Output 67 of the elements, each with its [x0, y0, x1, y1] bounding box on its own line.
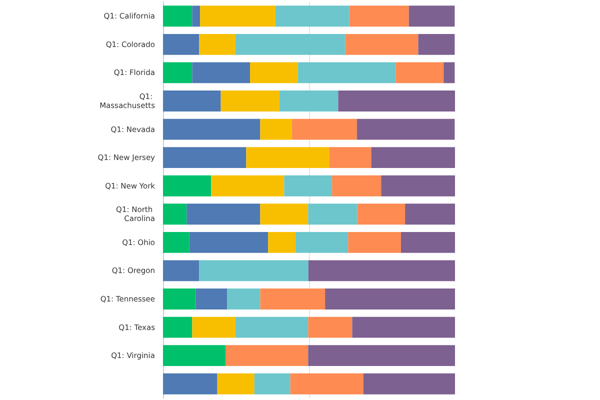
bar: [308, 316, 352, 338]
bar: [444, 62, 455, 84]
bar: [400, 232, 455, 253]
bar: [408, 6, 455, 27]
bar: [211, 175, 284, 196]
bar: [329, 147, 372, 168]
bar: [235, 34, 346, 55]
bar: [308, 204, 358, 225]
bar: [363, 373, 455, 394]
bar: [290, 373, 364, 394]
bar: [189, 232, 268, 253]
bar: [308, 345, 455, 366]
bar: [163, 345, 226, 366]
bar: [254, 373, 290, 394]
bar: [260, 118, 292, 140]
bar: [268, 232, 296, 253]
bar: [356, 118, 455, 140]
bar: [352, 316, 455, 338]
bar: [163, 34, 200, 55]
bar: [163, 118, 260, 140]
bar: [199, 260, 308, 282]
bar: [348, 232, 401, 253]
bar: [192, 316, 236, 338]
bar: [163, 90, 221, 112]
bar: [298, 62, 396, 84]
bar: [292, 118, 357, 140]
bar: [357, 204, 406, 225]
bar: [260, 204, 308, 225]
bar: [296, 232, 348, 253]
bar: [199, 34, 236, 55]
bar: [163, 6, 192, 27]
bar: [163, 175, 212, 196]
bar: [381, 175, 455, 196]
bar: [163, 62, 192, 84]
bar: [163, 204, 187, 225]
bar: [186, 204, 260, 225]
bar: [235, 316, 308, 338]
bar: [246, 147, 330, 168]
bar: [220, 90, 280, 112]
bar: [280, 90, 338, 112]
bar: [192, 6, 200, 27]
bar: [227, 288, 260, 310]
bar: [396, 62, 444, 84]
bar: [371, 147, 455, 168]
bar: [260, 288, 326, 310]
bar: [332, 175, 382, 196]
bar: [163, 232, 190, 253]
bar: [418, 34, 455, 55]
bar: [284, 175, 332, 196]
bar: [250, 62, 298, 84]
bar: [163, 373, 218, 394]
bar: [325, 288, 455, 310]
bar: [338, 90, 455, 112]
bar: [349, 6, 409, 27]
bar: [345, 34, 418, 55]
bar: [163, 316, 192, 338]
bar: [275, 6, 350, 27]
bar: [163, 147, 246, 168]
bar: [217, 373, 254, 394]
bar: [192, 62, 250, 84]
bar: [405, 204, 455, 225]
bar: [163, 288, 196, 310]
bar: [163, 260, 200, 282]
bar: [225, 345, 308, 366]
bar: [308, 260, 455, 282]
bar: [196, 288, 228, 310]
bar: [200, 6, 276, 27]
